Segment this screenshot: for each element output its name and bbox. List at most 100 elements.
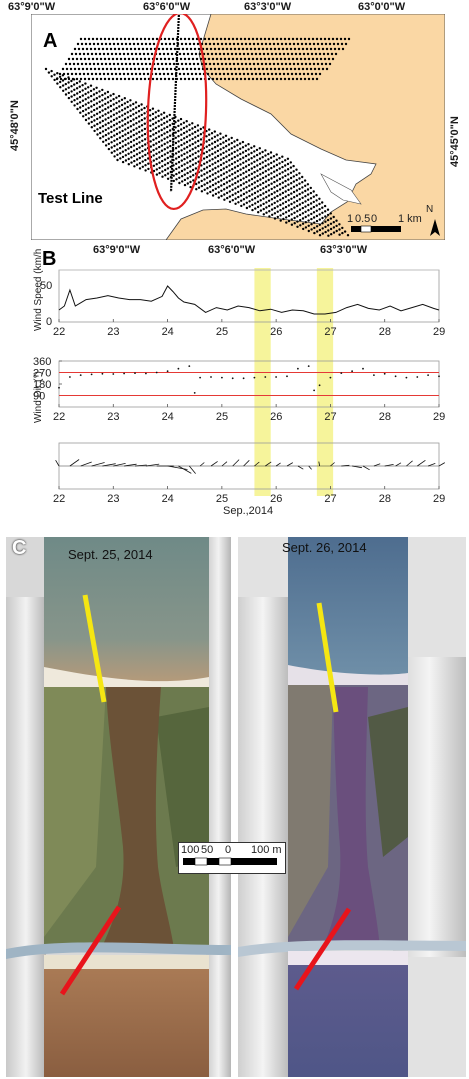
survey-point [268, 215, 271, 218]
survey-point [138, 125, 141, 128]
survey-point [145, 67, 149, 71]
survey-point [264, 170, 267, 173]
dir-ytick-180: 180 [33, 379, 51, 391]
survey-point [191, 122, 194, 125]
survey-point [152, 169, 156, 173]
survey-point [221, 47, 225, 51]
survey-point [222, 182, 226, 186]
survey-point [143, 77, 147, 81]
survey-point [292, 185, 296, 188]
survey-point [79, 37, 83, 41]
survey-point [308, 42, 312, 46]
survey-point [238, 52, 242, 56]
survey-point [160, 134, 163, 137]
survey-point [154, 121, 158, 124]
survey-point [310, 52, 314, 56]
survey-point [261, 47, 265, 51]
survey-point [69, 67, 73, 71]
survey-point [184, 62, 188, 66]
survey-point [134, 101, 138, 104]
survey-point [307, 57, 311, 61]
survey-point [211, 142, 214, 145]
x-tick-label: 22 [53, 326, 65, 338]
survey-point [303, 37, 307, 41]
survey-point [197, 47, 201, 51]
survey-point [152, 128, 155, 131]
survey-point [78, 101, 82, 104]
wind-vector [91, 462, 105, 467]
survey-point [249, 67, 253, 71]
survey-point [263, 57, 267, 61]
survey-point [143, 122, 146, 125]
survey-point [119, 152, 122, 155]
survey-point [245, 201, 248, 204]
survey-point [295, 199, 299, 203]
survey-point [110, 52, 114, 56]
survey-point [225, 160, 228, 163]
survey-point [241, 146, 245, 149]
survey-point [186, 171, 189, 175]
top-coord-3: 63°3'0"W [244, 1, 292, 13]
survey-point [78, 90, 82, 94]
survey-point [101, 135, 105, 138]
survey-point [278, 172, 281, 175]
survey-point [158, 161, 161, 164]
survey-point [227, 138, 231, 141]
survey-point [137, 104, 141, 108]
survey-point [208, 149, 211, 152]
survey-point [192, 179, 195, 182]
survey-point [146, 52, 150, 56]
x-tick-label: 29 [433, 411, 445, 423]
survey-point [155, 142, 158, 145]
survey-point [246, 52, 250, 56]
survey-point [125, 47, 129, 51]
survey-point [234, 197, 237, 200]
x-tick-label: 24 [162, 411, 174, 423]
survey-point [213, 47, 217, 51]
survey-point [235, 57, 239, 61]
survey-point [242, 177, 245, 180]
speed-ytick-50: 50 [40, 280, 52, 292]
survey-point [183, 157, 186, 161]
wind-vector [80, 461, 92, 467]
survey-point [242, 187, 245, 190]
survey-point [132, 128, 135, 132]
survey-point [307, 203, 310, 207]
survey-point [180, 149, 183, 152]
survey-point [279, 209, 282, 212]
survey-point [95, 91, 98, 95]
survey-point [172, 174, 175, 177]
survey-point [166, 136, 169, 139]
survey-point [98, 111, 102, 114]
survey-point [163, 163, 167, 166]
survey-point [158, 156, 161, 159]
survey-point [137, 67, 141, 71]
survey-point [278, 162, 281, 165]
survey-point [202, 157, 206, 160]
survey-point [191, 127, 194, 130]
survey-point [87, 106, 90, 110]
survey-point [140, 42, 144, 46]
survey-point [135, 57, 139, 61]
survey-point [104, 113, 107, 116]
survey-point [305, 47, 309, 51]
survey-point [122, 72, 126, 76]
survey-point [287, 37, 291, 41]
survey-point [236, 149, 239, 152]
survey-point [309, 67, 313, 71]
survey-point [281, 176, 284, 179]
survey-point [203, 178, 206, 181]
survey-point [101, 119, 105, 123]
survey-point [180, 42, 184, 46]
survey-point [263, 37, 267, 41]
survey-point [237, 195, 240, 199]
survey-point [84, 62, 88, 66]
survey-point [124, 143, 127, 147]
survey-point [282, 207, 285, 210]
survey-point [232, 42, 236, 46]
dir-point [123, 372, 125, 375]
survey-point [262, 52, 266, 56]
survey-point [318, 52, 322, 56]
survey-point [67, 57, 71, 61]
survey-point [257, 47, 261, 51]
